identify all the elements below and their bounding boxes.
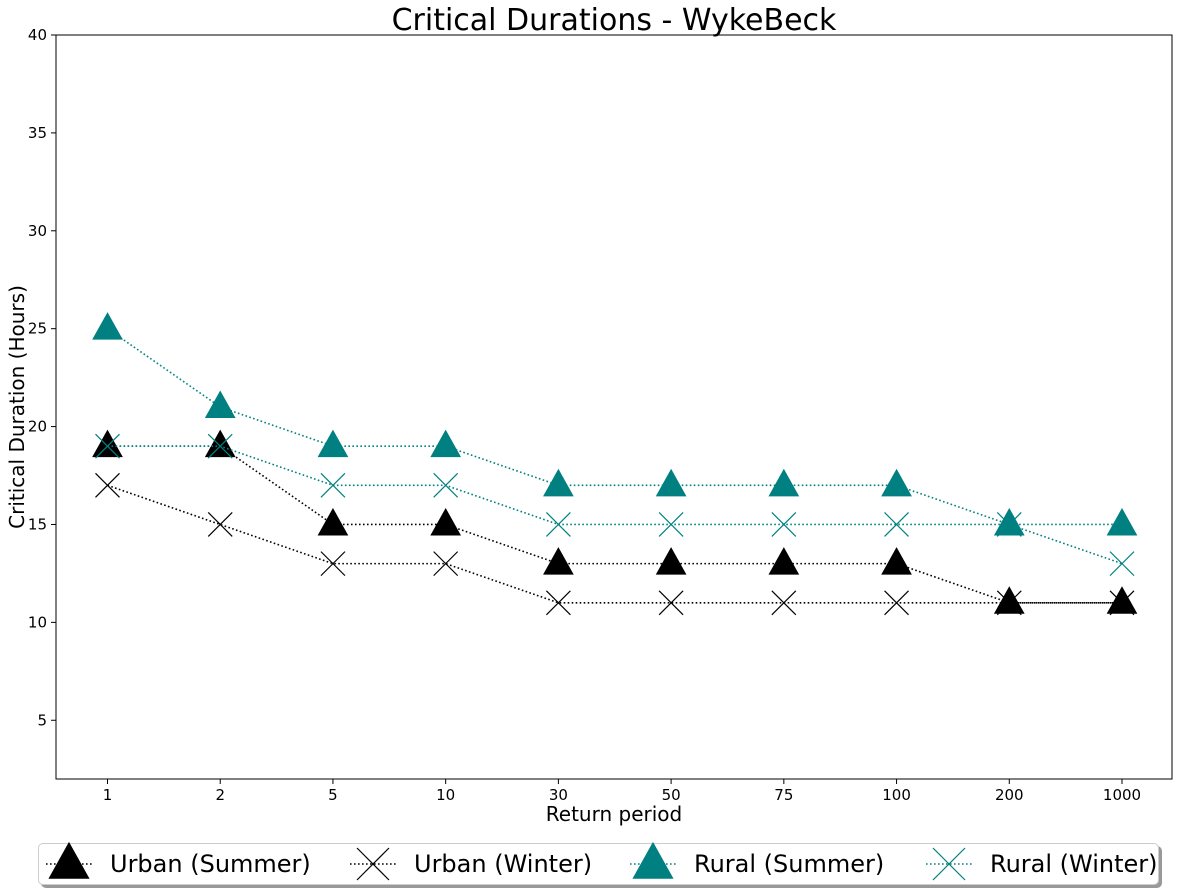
data-point-x: [658, 512, 684, 537]
data-point-x: [320, 472, 346, 498]
data-point-x: [320, 551, 346, 577]
legend: Urban (Summer) Urban (Winter) Rural (Summe…: [46, 841, 1158, 881]
data-point-triangle: [768, 468, 800, 497]
series-line: [107, 328, 1122, 526]
data-point-triangle: [993, 507, 1025, 536]
y-tick-label: 25: [28, 320, 47, 338]
y-tick-label: 30: [28, 222, 47, 240]
y-tick-label: 10: [28, 613, 47, 631]
data-point-x: [545, 590, 571, 616]
data-point-triangle: [1106, 507, 1138, 536]
legend-marker-triangle: [48, 841, 90, 879]
data-point-x: [433, 472, 459, 498]
data-point-x: [207, 433, 233, 459]
legend-label: Urban (Summer): [110, 850, 311, 878]
series-line: [107, 484, 1122, 604]
x-tick-label: 50: [662, 786, 681, 804]
x-tick-label: 75: [774, 786, 793, 804]
data-point-triangle: [92, 429, 123, 458]
y-tick-label: 20: [28, 418, 47, 436]
data-point-x: [884, 590, 909, 616]
y-tick-label: 35: [28, 124, 47, 142]
legend-marker-x: [356, 847, 390, 881]
legend-label: Rural (Winter): [990, 850, 1158, 878]
data-point-x: [658, 590, 684, 616]
data-point-triangle: [655, 468, 687, 497]
data-point-x: [771, 590, 797, 616]
data-point-triangle: [430, 429, 462, 458]
data-point-triangle: [317, 429, 349, 458]
y-axis-label: Critical Duration (Hours): [5, 285, 29, 529]
x-axis-label: Return period: [546, 802, 682, 826]
data-point-x: [996, 590, 1022, 616]
data-point-triangle: [768, 547, 800, 575]
data-point-x: [545, 512, 571, 537]
legend-marker-x: [932, 847, 966, 881]
data-point-triangle: [655, 547, 687, 575]
data-point-triangle: [204, 429, 236, 458]
legend-label: Rural (Summer): [694, 850, 884, 878]
legend-label: Urban (Winter): [414, 850, 592, 878]
x-tick-label: 100: [882, 786, 911, 804]
x-tick-label: 10: [436, 786, 455, 804]
x-tick-label: 2: [215, 786, 225, 804]
legend-marker-triangle: [632, 841, 674, 879]
data-point-x: [996, 512, 1022, 537]
x-tick-label: 200: [995, 786, 1024, 804]
data-point-triangle: [430, 507, 462, 536]
data-point-triangle: [317, 507, 349, 536]
x-tick-label: 1000: [1103, 786, 1141, 804]
y-tick-label: 15: [28, 515, 47, 533]
data-point-triangle: [204, 390, 236, 418]
data-point-x: [1109, 551, 1135, 577]
data-point-x: [95, 472, 120, 498]
series-line: [107, 445, 1123, 565]
data-point-triangle: [993, 586, 1025, 614]
data-point-triangle: [92, 312, 123, 340]
data-point-x: [771, 512, 797, 537]
data-point-triangle: [543, 468, 574, 497]
data-point-triangle: [881, 547, 912, 575]
data-point-x: [433, 551, 459, 577]
data-point-x: [1109, 590, 1135, 616]
data-point-x: [207, 512, 233, 537]
chart-title: Critical Durations - WykeBeck: [392, 3, 837, 38]
data-point-triangle: [881, 468, 912, 497]
series-line: [107, 445, 1122, 604]
y-tick-label: 40: [28, 26, 47, 44]
data-point-triangle: [1106, 586, 1138, 614]
legend-frame: [38, 843, 1159, 885]
x-tick-label: 30: [549, 786, 568, 804]
data-point-x: [884, 512, 909, 537]
y-tick-label: 5: [37, 711, 47, 729]
data-point-triangle: [543, 547, 574, 575]
axes-frame: [55, 34, 1173, 780]
x-tick-label: 5: [328, 786, 338, 804]
x-tick-label: 1: [103, 786, 113, 804]
data-point-x: [95, 433, 120, 459]
